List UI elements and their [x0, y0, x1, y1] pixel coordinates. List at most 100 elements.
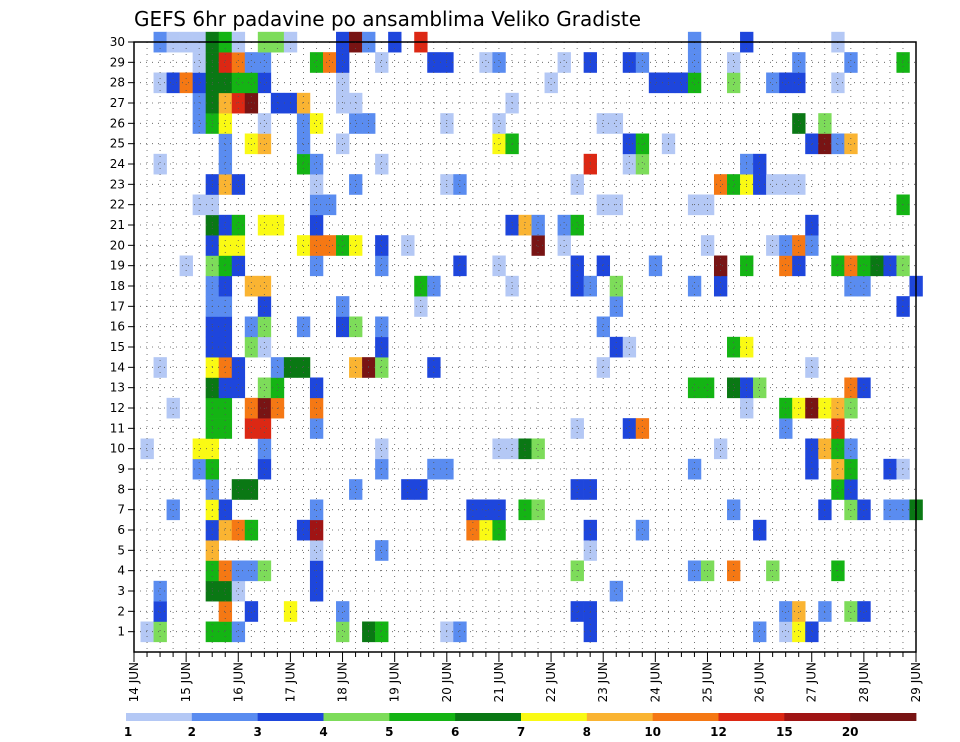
heatmap-cell [844, 479, 858, 500]
heatmap-cell [687, 72, 702, 94]
heatmap-cell [192, 92, 206, 114]
heatmap-cell [453, 621, 467, 643]
heatmap-cell [270, 214, 285, 236]
heatmap-cell [153, 357, 167, 378]
colorbar-swatch [126, 713, 193, 721]
y-tick-label: 12 [110, 401, 125, 415]
heatmap-cell [766, 72, 780, 94]
heatmap-cell [570, 255, 584, 277]
heatmap-cell [375, 153, 389, 175]
heatmap-cell [831, 438, 845, 460]
heatmap-cell [609, 113, 624, 134]
heatmap-cell [192, 72, 206, 94]
heatmap-cell [231, 174, 246, 195]
heatmap-cell [218, 580, 233, 602]
heatmap-cell [857, 601, 871, 622]
heatmap-cell [844, 275, 858, 297]
heatmap-cell [896, 499, 910, 521]
x-tick-label: 15 JUN [179, 662, 193, 702]
heatmap-cell [166, 72, 180, 94]
heatmap-cell [349, 92, 363, 114]
colorbar-swatch [586, 713, 654, 721]
heatmap-cell [792, 601, 806, 622]
heatmap-cell [492, 519, 506, 541]
heatmap-cell [244, 336, 259, 358]
heatmap-cell [270, 357, 285, 378]
heatmap-cell [727, 72, 741, 94]
colorbar-label: 5 [385, 725, 393, 739]
heatmap-cell [479, 52, 493, 73]
y-tick-label: 21 [110, 218, 125, 232]
heatmap-cell [270, 377, 285, 399]
heatmap-cell [753, 153, 767, 175]
heatmap-cell [492, 438, 506, 460]
y-tick-label: 8 [117, 482, 125, 496]
heatmap-cell [218, 275, 233, 297]
x-tick-label: 20 JUN [440, 662, 454, 702]
heatmap-cell [218, 113, 233, 134]
heatmap-cell [792, 52, 806, 73]
heatmap-cell [231, 52, 246, 73]
heatmap-cell [557, 52, 571, 73]
heatmap-cell [244, 479, 259, 500]
y-tick-label: 26 [110, 116, 125, 130]
heatmap-cell [831, 72, 845, 94]
heatmap-cell [257, 214, 272, 236]
heatmap-cell [531, 214, 545, 236]
heatmap-cell [531, 438, 545, 460]
heatmap-cell [153, 621, 167, 643]
colorbar-swatch [718, 713, 785, 721]
y-tick-label: 29 [110, 55, 125, 69]
y-tick-label: 2 [117, 604, 125, 618]
heatmap-cell [844, 458, 858, 480]
colorbar-swatch [784, 713, 851, 721]
heatmap-cell [727, 52, 741, 73]
heatmap-cell [805, 214, 819, 236]
heatmap-cell [153, 72, 167, 94]
heatmap-cell [192, 52, 206, 73]
heatmap-cell [427, 275, 441, 297]
heatmap-cell [531, 499, 545, 521]
heatmap-cell [727, 499, 741, 521]
colorbar-swatch [521, 713, 588, 721]
x-tick-label: 21 JUN [492, 662, 506, 702]
heatmap-cell [687, 52, 702, 73]
heatmap-cell [244, 133, 259, 155]
heatmap-cell [635, 519, 650, 541]
heatmap-cell [596, 113, 611, 134]
heatmap-cell [375, 438, 389, 460]
heatmap-cell [336, 235, 350, 256]
heatmap-cell [427, 357, 441, 378]
heatmap-cell [609, 275, 624, 297]
heatmap-cell [270, 92, 285, 114]
heatmap-cell [492, 499, 506, 521]
heatmap-cell [453, 174, 467, 195]
heatmap-cell [805, 458, 819, 480]
x-tick-label: 29 JUN [909, 662, 923, 702]
colorbar-swatch [257, 713, 324, 721]
y-tick-label: 7 [117, 503, 125, 517]
heatmap-cell [231, 519, 246, 541]
heatmap-cell [231, 214, 246, 236]
heatmap-cell [257, 113, 272, 134]
y-tick-label: 5 [117, 543, 125, 557]
heatmap-cell [140, 438, 154, 460]
heatmap-cell [596, 255, 611, 277]
heatmap-cell [844, 52, 858, 73]
y-tick-label: 30 [110, 35, 125, 49]
heatmap-cell [518, 438, 532, 460]
heatmap-cell [466, 519, 480, 541]
heatmap-cell [805, 133, 819, 155]
heatmap-cell [375, 458, 389, 480]
heatmap-cell [844, 499, 858, 521]
colorbar: 1 2 3 4 5 6 7 8 10 12 15 20 [124, 713, 917, 739]
x-tick-label: 18 JUN [336, 662, 350, 702]
heatmap-cell [375, 621, 389, 643]
y-tick-label: 17 [110, 299, 125, 313]
heatmap-cell [844, 255, 858, 277]
colorbar-swatch [389, 713, 456, 721]
heatmap-cell [296, 92, 311, 114]
heatmap-cell [244, 601, 259, 622]
heatmap-cell [375, 235, 389, 256]
